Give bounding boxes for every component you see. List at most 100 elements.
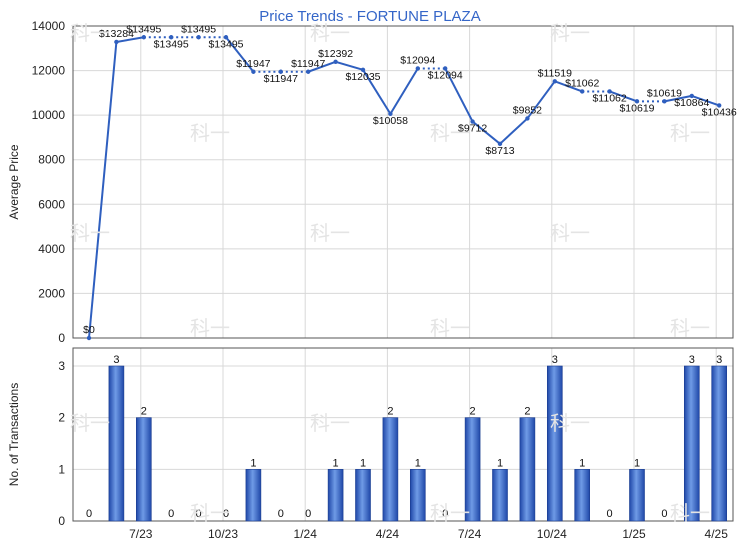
price-point [251, 69, 256, 74]
price-point [360, 67, 366, 72]
bar-value-label: 0 [661, 508, 667, 520]
y-tick-label: 2 [58, 411, 65, 425]
watermark-glyph: 科一 [190, 121, 230, 145]
bar-value-label: 2 [141, 406, 147, 418]
bar-value-label: 0 [168, 508, 174, 520]
bar-value-label: 0 [442, 508, 448, 520]
price-point-label: $13495 [126, 23, 161, 35]
plot-frame [72, 347, 734, 522]
price-line-segment [664, 94, 692, 103]
price-point-label: $9712 [458, 123, 487, 135]
price-line-segment [691, 94, 720, 107]
bar-value-label: 1 [579, 457, 585, 469]
price-point [388, 111, 393, 117]
price-point-label: $9852 [513, 104, 542, 116]
x-tick-label: 4/24 [376, 527, 400, 541]
price-line-segment [307, 60, 336, 73]
price-line-segment [499, 117, 529, 145]
watermark-glyph: 科一 [310, 221, 350, 245]
watermark-glyph: 科一 [550, 21, 590, 45]
transaction-bar [136, 417, 152, 522]
transaction-bar [355, 469, 371, 522]
bar-value-label: 1 [250, 457, 256, 469]
price-point [223, 35, 229, 40]
price-point-label: $11519 [538, 67, 572, 79]
price-point-label: $11062 [592, 92, 626, 104]
chart-title: Price Trends - FORTUNE PLAZA [259, 8, 480, 25]
price-point [497, 141, 503, 147]
transaction-bar [327, 469, 344, 522]
transaction-bar [519, 417, 536, 522]
price-point [552, 79, 557, 84]
watermark-glyph: 科一 [310, 21, 350, 45]
y-tick-label: 10000 [32, 108, 66, 122]
price-line-segment [609, 90, 638, 103]
price-point-label: $10864 [674, 97, 709, 109]
x-tick-label: 1/25 [622, 527, 646, 541]
price-point-label: $11947 [264, 73, 298, 85]
transactions-bar-panel: 0 1 2 3 No. of Transactions 0 3 2 0 0 0 1 0 0 1 1 2 1 0 2 1 2… [7, 347, 734, 541]
price-line-panel: 0 2000 4000 6000 8000 10000 12000 14000 Average … [7, 19, 737, 345]
price-point [470, 119, 475, 124]
plot-frame [72, 25, 734, 339]
transaction-bar [464, 417, 481, 522]
price-point [689, 93, 694, 99]
bar-value-label: 3 [716, 354, 722, 366]
watermark-glyph: 科一 [430, 121, 470, 145]
y-tick-label: 4000 [38, 242, 65, 256]
price-line-segment [554, 80, 583, 93]
bar-value-label: 0 [86, 508, 92, 520]
price-point [141, 35, 146, 40]
price-point-label: $13495 [154, 38, 189, 50]
price-line-segment [471, 120, 501, 145]
transaction-bar [409, 469, 426, 522]
watermark-glyph: 科一 [670, 121, 710, 145]
price-point-label: $12392 [318, 48, 353, 60]
price-point [607, 89, 612, 94]
x-tick-label: 10/24 [537, 527, 567, 541]
transaction-bar [711, 365, 728, 522]
price-point-label: $12035 [345, 71, 380, 83]
bar-value-label: 0 [223, 508, 229, 520]
transaction-bar [492, 469, 508, 522]
price-point [580, 89, 585, 94]
price-line-segment [444, 68, 474, 123]
x-tick-label: 7/24 [458, 527, 482, 541]
price-line-segment [362, 69, 392, 115]
price-point [114, 39, 119, 45]
price-point-label: $12094 [428, 69, 463, 81]
bar-value-label: 1 [415, 457, 421, 469]
y-axis-title: No. of Transactions [7, 383, 21, 486]
watermark-glyph: 科一 [550, 411, 590, 435]
bar-value-label: 3 [689, 354, 695, 366]
y-tick-label: 1 [58, 462, 65, 476]
watermark-glyph: 科一 [550, 221, 590, 245]
price-point-label: $12094 [400, 54, 435, 66]
price-point [443, 66, 448, 71]
price-point-label: $13495 [181, 23, 216, 35]
price-line-segment [526, 80, 556, 120]
transaction-bar [629, 469, 645, 522]
transaction-bar [245, 469, 262, 522]
price-line-segment [389, 67, 419, 115]
watermark-glyph: 科一 [190, 501, 230, 525]
y-tick-label: 14000 [32, 19, 66, 33]
watermark-glyph: 科一 [190, 316, 230, 340]
watermark-glyph: 科一 [670, 501, 710, 525]
price-point-label: $11947 [236, 58, 270, 70]
bar-value-label: 1 [360, 457, 366, 469]
bar-value-label: 2 [470, 406, 476, 418]
price-point [306, 69, 311, 74]
x-tick-label: 10/23 [208, 527, 238, 541]
y-tick-label: 0 [58, 331, 65, 345]
bar-value-label: 3 [113, 354, 119, 366]
bar-value-label: 3 [552, 354, 558, 366]
y-axis-title: Average Price [7, 144, 21, 219]
price-point-label: $11062 [565, 77, 599, 89]
x-tick-label: 1/24 [294, 527, 318, 541]
watermark-glyph: 科一 [70, 21, 110, 45]
bar-value-label: 2 [387, 406, 393, 418]
price-point [196, 35, 201, 40]
price-point [415, 66, 420, 71]
bar-value-label: 2 [524, 406, 530, 418]
